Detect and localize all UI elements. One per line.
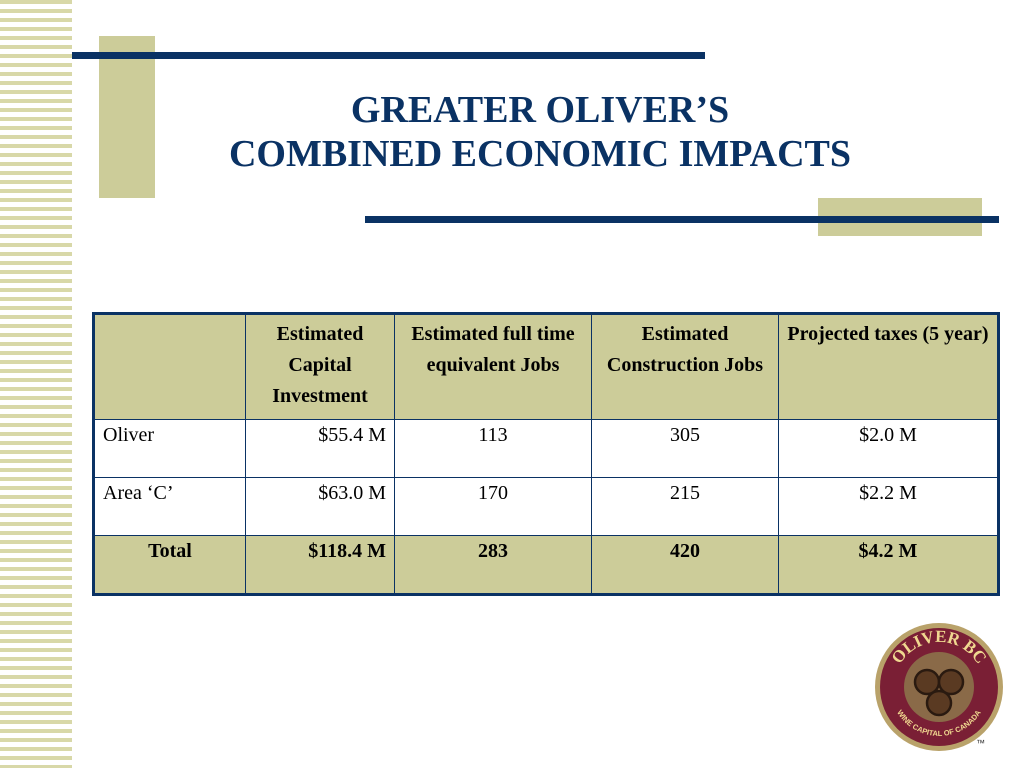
fte-jobs-cell: 113	[394, 419, 592, 478]
total-capital-investment-cell: $118.4 M	[245, 535, 395, 595]
decorative-line-top	[72, 52, 705, 59]
oliver-bc-logo: OLIVER BC WINE CAPITAL OF CANADA	[875, 623, 1003, 751]
header-cell-empty	[93, 313, 246, 420]
table-row: Area ‘C’ $63.0 M 170 215 $2.2 M	[93, 477, 999, 536]
total-fte-jobs-cell: 283	[394, 535, 592, 595]
projected-taxes-cell: $2.2 M	[778, 477, 999, 536]
header-projected-taxes: Projected taxes (5 year)	[778, 313, 999, 420]
total-label: Total	[93, 535, 246, 595]
decorative-block-left	[99, 36, 155, 198]
slide-title: GREATER OLIVER’S COMBINED ECONOMIC IMPAC…	[170, 88, 910, 176]
table-total-row: Total $118.4 M 283 420 $4.2 M	[93, 535, 999, 595]
capital-investment-cell: $63.0 M	[245, 477, 395, 536]
slide-title-line2: COMBINED ECONOMIC IMPACTS	[228, 133, 852, 175]
economic-impacts-table: Estimated Capital Investment Estimated f…	[92, 312, 1000, 596]
decorative-line-bottom	[365, 216, 999, 223]
table-row: Oliver $55.4 M 113 305 $2.0 M	[93, 419, 999, 478]
header-fte-jobs: Estimated full time equivalent Jobs	[394, 313, 592, 420]
total-projected-taxes-cell: $4.2 M	[778, 535, 999, 595]
header-construction-jobs: Estimated Construction Jobs	[591, 313, 779, 420]
table-header-row: Estimated Capital Investment Estimated f…	[93, 313, 999, 420]
header-capital-investment: Estimated Capital Investment	[245, 313, 395, 420]
construction-jobs-cell: 215	[591, 477, 779, 536]
trademark-symbol: ™	[976, 738, 985, 748]
fte-jobs-cell: 170	[394, 477, 592, 536]
slide-title-line1: GREATER OLIVER’S	[350, 89, 730, 131]
total-construction-jobs-cell: 420	[591, 535, 779, 595]
barrel-ends-icon	[913, 668, 965, 717]
decorative-stripe-strip	[0, 0, 72, 768]
capital-investment-cell: $55.4 M	[245, 419, 395, 478]
row-label: Area ‘C’	[93, 477, 246, 536]
projected-taxes-cell: $2.0 M	[778, 419, 999, 478]
row-label: Oliver	[93, 419, 246, 478]
construction-jobs-cell: 305	[591, 419, 779, 478]
